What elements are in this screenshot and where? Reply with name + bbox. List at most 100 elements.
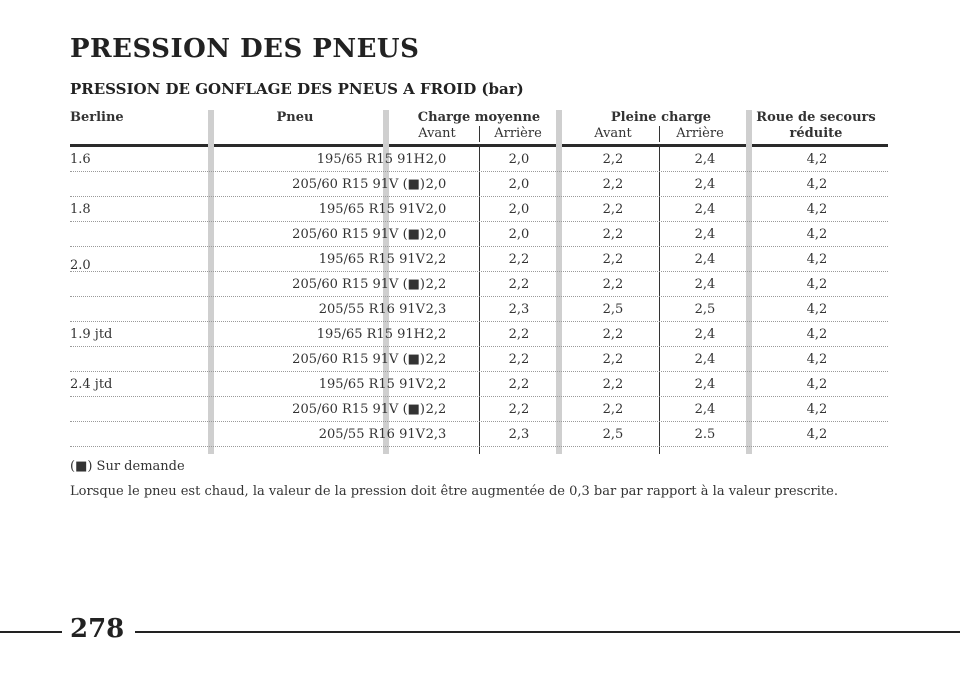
cell-model: 1.6 (70, 152, 91, 167)
cell-full-rear: 2,4 (694, 377, 716, 392)
cell-full-rear: 2,4 (694, 327, 716, 342)
table-row: 2.0 195/65 R15 91V 2,2 2,2 2,2 2,4 4,2 (70, 247, 888, 273)
cell-medium-front: 2,0 (425, 177, 447, 192)
cell-tire: 205/60 R15 91V (■) (292, 352, 425, 367)
cell-medium-front: 2,2 (425, 402, 447, 417)
cell-medium-rear: 2,0 (508, 202, 530, 217)
column-divider-full (659, 144, 660, 454)
cell-full-rear: 2,5 (694, 302, 716, 317)
cell-medium-rear: 2,2 (508, 402, 530, 417)
cell-spare: 4,2 (806, 302, 828, 317)
cell-model: 1.8 (70, 202, 91, 217)
cell-medium-rear: 2,3 (508, 302, 530, 317)
header-spare-sub: réduite (789, 126, 843, 141)
cell-model: 1.9 jtd (70, 327, 113, 342)
cell-tire: 195/65 R15 91H (316, 327, 425, 342)
cell-full-rear: 2,4 (694, 252, 716, 267)
cell-medium-front: 2,2 (425, 352, 447, 367)
cell-tire: 195/65 R15 91H (316, 152, 425, 167)
table-row: 205/55 R16 91V 2,3 2,3 2,5 2.5 4,2 (70, 422, 888, 447)
column-separator-bar (383, 110, 389, 454)
cell-tire: 205/55 R16 91V (318, 427, 425, 442)
cell-full-front: 2,2 (602, 327, 624, 342)
cell-medium-rear: 2,2 (508, 352, 530, 367)
table-header: Berline Pneu Charge moyenne Pleine charg… (70, 110, 888, 144)
cell-medium-rear: 2,2 (508, 327, 530, 342)
cell-medium-rear: 2,3 (508, 427, 530, 442)
table-row: 1.8 195/65 R15 91V 2,0 2,0 2,2 2,4 4,2 (70, 197, 888, 222)
header-tire: Pneu (276, 110, 314, 125)
header-spare: Roue de secours (756, 110, 876, 125)
table-row: 205/60 R15 91V (■) 2,2 2,2 2,2 2,4 4,2 (70, 347, 888, 372)
table-row: 1.9 jtd 195/65 R15 91H 2,2 2,2 2,2 2,4 4… (70, 322, 888, 347)
cell-full-rear: 2,4 (694, 227, 716, 242)
footnote-hot-tire: Lorsque le pneu est chaud, la valeur de … (70, 484, 838, 499)
header-medium-front: Avant (418, 126, 456, 141)
cell-full-front: 2,2 (602, 177, 624, 192)
header-full-rear: Arrière (676, 126, 724, 141)
cell-medium-front: 2,0 (425, 202, 447, 217)
cell-tire: 195/65 R15 91V (318, 377, 425, 392)
cell-spare: 4,2 (806, 402, 828, 417)
header-full-front: Avant (594, 126, 632, 141)
cell-medium-front: 2,2 (425, 277, 447, 292)
cell-spare: 4,2 (806, 177, 828, 192)
cell-medium-rear: 2,0 (508, 152, 530, 167)
cell-full-front: 2,2 (602, 352, 624, 367)
cell-spare: 4,2 (806, 427, 828, 442)
table-subtitle: PRESSION DE GONFLAGE DES PNEUS A FROID (… (70, 80, 524, 98)
table-body: 1.6 195/65 R15 91H 2,0 2,0 2,2 2,4 4,2 2… (70, 147, 888, 447)
cell-full-rear: 2,4 (694, 152, 716, 167)
footnote-on-request: (■) Sur demande (70, 459, 185, 474)
cell-spare: 4,2 (806, 252, 828, 267)
tire-pressure-table: Berline Pneu Charge moyenne Pleine charg… (70, 110, 888, 454)
cell-medium-front: 2,3 (425, 427, 447, 442)
table-row: 205/60 R15 91V (■) 2,2 2,2 2,2 2,4 4,2 (70, 397, 888, 422)
cell-full-front: 2,2 (602, 377, 624, 392)
cell-full-front: 2,2 (602, 227, 624, 242)
page-title: PRESSION DES PNEUS (70, 34, 420, 64)
cell-tire: 195/65 R15 91V (318, 202, 425, 217)
page-number: 278 (70, 614, 125, 644)
table-row: 1.6 195/65 R15 91H 2,0 2,0 2,2 2,4 4,2 (70, 147, 888, 172)
cell-tire: 205/60 R15 91V (■) (292, 277, 425, 292)
cell-medium-front: 2,2 (425, 252, 447, 267)
cell-full-rear: 2,4 (694, 277, 716, 292)
column-separator-bar (556, 110, 562, 454)
cell-full-front: 2,2 (602, 252, 624, 267)
cell-spare: 4,2 (806, 152, 828, 167)
cell-full-front: 2,2 (602, 152, 624, 167)
cell-medium-rear: 2,2 (508, 377, 530, 392)
cell-tire: 205/60 R15 91V (■) (292, 402, 425, 417)
cell-tire: 205/60 R15 91V (■) (292, 177, 425, 192)
cell-spare: 4,2 (806, 327, 828, 342)
header-medium-rear: Arrière (494, 126, 542, 141)
header-divider (659, 126, 660, 142)
column-separator-bar (746, 110, 752, 454)
cell-medium-rear: 2,0 (508, 177, 530, 192)
footer-rule-left (0, 631, 62, 633)
header-divider (479, 126, 480, 142)
header-model: Berline (70, 110, 124, 125)
cell-medium-rear: 2,2 (508, 252, 530, 267)
cell-full-front: 2,2 (602, 402, 624, 417)
cell-spare: 4,2 (806, 202, 828, 217)
cell-medium-rear: 2,2 (508, 277, 530, 292)
cell-medium-front: 2,0 (425, 152, 447, 167)
cell-full-rear: 2,4 (694, 202, 716, 217)
cell-spare: 4,2 (806, 277, 828, 292)
cell-medium-rear: 2,0 (508, 227, 530, 242)
table-row: 205/60 R15 91V (■) 2,2 2,2 2,2 2,4 4,2 (70, 272, 888, 297)
cell-full-rear: 2,4 (694, 402, 716, 417)
cell-model: 2.4 jtd (70, 377, 113, 392)
cell-full-front: 2,2 (602, 277, 624, 292)
cell-full-front: 2,5 (602, 427, 624, 442)
cell-full-front: 2,2 (602, 202, 624, 217)
cell-spare: 4,2 (806, 352, 828, 367)
table-row: 205/55 R16 91V 2,3 2,3 2,5 2,5 4,2 (70, 297, 888, 322)
cell-spare: 4,2 (806, 377, 828, 392)
cell-medium-front: 2,2 (425, 327, 447, 342)
header-full-load: Pleine charge (610, 110, 712, 125)
table-row: 205/60 R15 91V (■) 2,0 2,0 2,2 2,4 4,2 (70, 222, 888, 247)
cell-spare: 4,2 (806, 227, 828, 242)
